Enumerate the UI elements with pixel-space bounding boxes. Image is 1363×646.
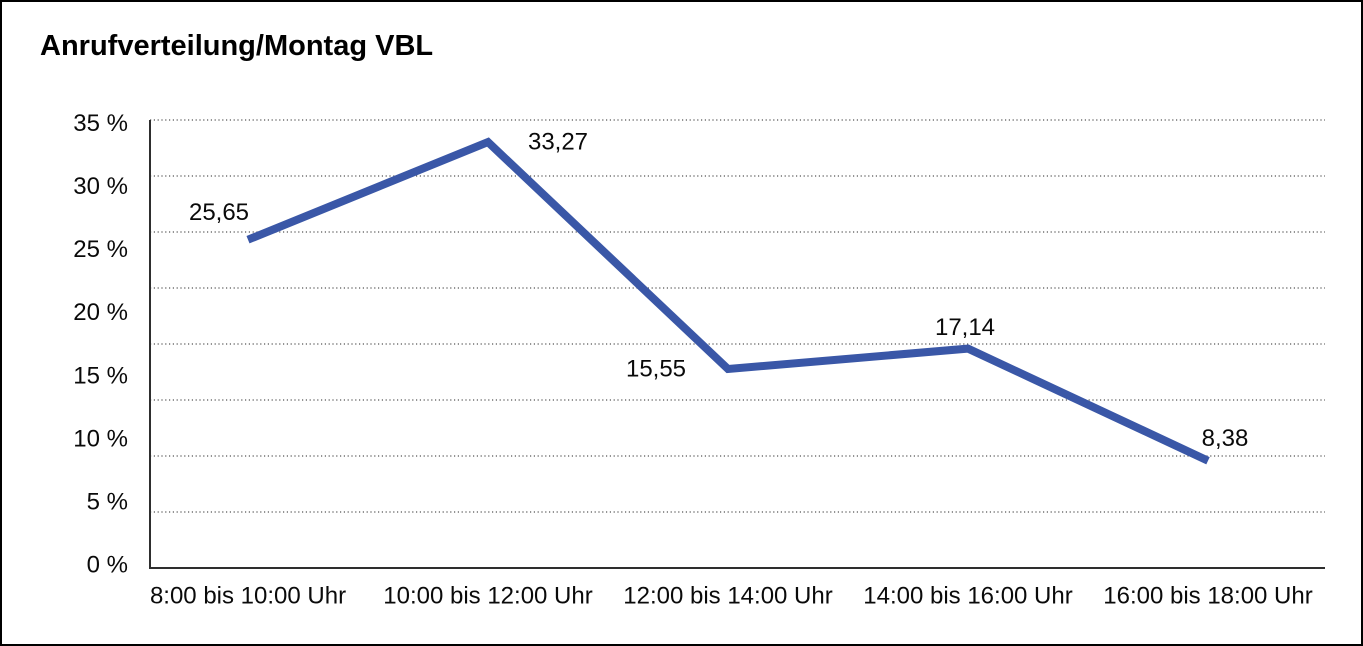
y-tick-label: 5 % (87, 488, 128, 515)
y-tick-label: 25 % (73, 236, 128, 263)
y-tick-label: 35 % (73, 110, 128, 137)
x-tick-label: 8:00 bis 10:00 Uhr (150, 583, 346, 610)
point-label: 25,65 (189, 199, 249, 226)
point-label: 8,38 (1202, 425, 1249, 452)
x-tick-label: 14:00 bis 16:00 Uhr (863, 583, 1072, 610)
y-tick-label: 10 % (73, 425, 128, 452)
x-tick-label: 16:00 bis 18:00 Uhr (1103, 583, 1312, 610)
chart-title: Anrufverteilung/Montag VBL (40, 30, 434, 62)
x-tick-label: 10:00 bis 12:00 Uhr (383, 583, 592, 610)
point-label: 15,55 (626, 355, 686, 382)
y-tick-label: 0 % (87, 552, 128, 579)
point-label: 17,14 (935, 314, 995, 341)
y-tick-label: 30 % (73, 173, 128, 200)
y-tick-label: 20 % (73, 299, 128, 326)
point-label: 33,27 (528, 129, 588, 156)
y-tick-label: 15 % (73, 362, 128, 389)
data-line (246, 137, 1210, 465)
x-tick-label: 12:00 bis 14:00 Uhr (623, 583, 832, 610)
